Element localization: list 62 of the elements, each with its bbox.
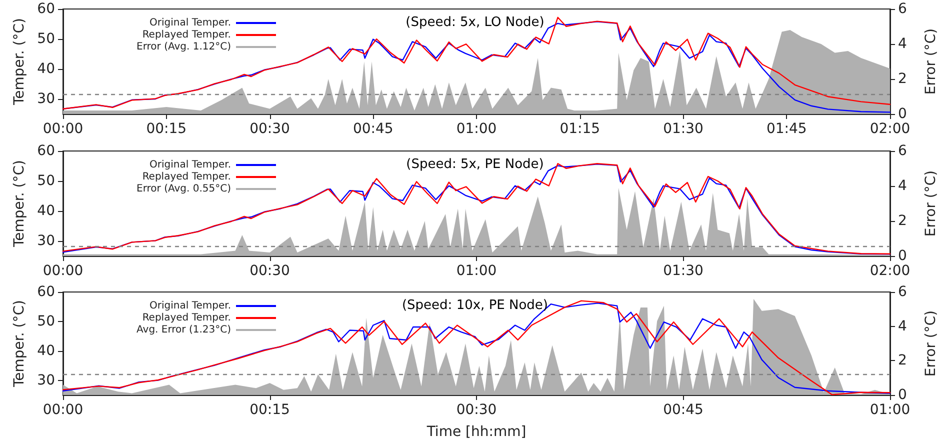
- legend-label: Error (Avg. 1.12°C): [136, 42, 232, 52]
- y-tick-label: 30: [37, 233, 55, 249]
- y-tick-label: 50: [37, 31, 55, 47]
- x-tick-label: 01:30: [663, 121, 704, 137]
- x-axis-title: Time [hh:mm]: [426, 424, 526, 440]
- legend-label: Original Temper.: [150, 300, 231, 312]
- legend-label: Original Temper.: [150, 18, 231, 28]
- y2-tick-label: 0: [898, 248, 907, 264]
- y-tick-label: 30: [37, 91, 55, 107]
- x-tick-label: 01:15: [560, 121, 600, 137]
- x-tick-label: 02:00: [870, 121, 910, 137]
- y2-tick-label: 0: [898, 387, 907, 403]
- x-tick-label: 00:30: [250, 121, 290, 137]
- y-axis-title: Temper. (°C): [11, 160, 28, 248]
- y2-tick-label: 2: [898, 213, 907, 229]
- y2-tick-label: 6: [898, 284, 907, 300]
- x-tick-label: 00:15: [146, 121, 187, 137]
- x-tick-label: 00:45: [663, 402, 704, 418]
- y-tick-label: 60: [37, 284, 55, 300]
- x-tick-label: 01:00: [456, 121, 497, 137]
- x-tick-label: 00:15: [250, 402, 290, 418]
- legend-label: Error (Avg. 0.55°C): [136, 184, 232, 194]
- x-tick-label: 00:30: [250, 263, 290, 279]
- y-axis-title: Temper. (°C): [11, 18, 28, 106]
- y-tick-label: 60: [37, 143, 55, 159]
- x-tick-label: 00:00: [42, 121, 84, 137]
- y2-tick-label: 4: [898, 178, 907, 194]
- y2-tick-label: 4: [898, 36, 907, 52]
- y2-tick-label: 4: [898, 318, 907, 334]
- y2-tick-label: 6: [898, 1, 907, 17]
- y-tick-label: 40: [37, 342, 55, 359]
- text: (Speed: 10x, PE Node): [402, 298, 548, 313]
- y-tick-label: 60: [37, 1, 55, 17]
- x-tick-label: 00:00: [42, 402, 84, 418]
- y-axis-title: Temper. (°C): [11, 300, 28, 388]
- y2-axis-title: Error (°C): [923, 28, 939, 95]
- y-tick-label: 50: [37, 173, 55, 189]
- y-tick-label: 50: [37, 313, 55, 330]
- y2-tick-label: 6: [898, 143, 907, 159]
- legend-label: Avg. Error (1.23°C): [136, 324, 232, 336]
- y-tick-label: 30: [37, 372, 55, 388]
- y-tick-label: 40: [37, 61, 55, 77]
- x-tick-label: 01:45: [766, 121, 807, 137]
- y2-axis-title: Error (°C): [923, 170, 939, 237]
- x-tick-label: 02:00: [870, 263, 910, 279]
- x-tick-label: 00:30: [456, 402, 497, 418]
- legend-label: Original Temper.: [150, 160, 231, 170]
- legend-label: Replayed Temper.: [142, 312, 231, 324]
- y2-tick-label: 2: [898, 352, 907, 369]
- x-tick-label: 01:00: [456, 263, 497, 279]
- y2-tick-label: 2: [898, 71, 907, 87]
- legend-label: Replayed Temper.: [142, 172, 231, 182]
- chart-title: (Speed: 5x, PE Node): [406, 157, 544, 172]
- y2-axis-title: Error (°C): [923, 310, 939, 377]
- x-tick-label: 00:45: [352, 121, 394, 137]
- chart-title: (Speed: 5x, LO Node): [406, 15, 544, 30]
- x-tick-label: 01:30: [663, 263, 704, 279]
- y-tick-label: 40: [37, 203, 55, 219]
- legend-label: Replayed Temper.: [142, 30, 231, 40]
- x-tick-label: 01:00: [870, 402, 910, 418]
- x-tick-label: 00:00: [42, 263, 84, 279]
- y2-tick-label: 0: [898, 106, 907, 122]
